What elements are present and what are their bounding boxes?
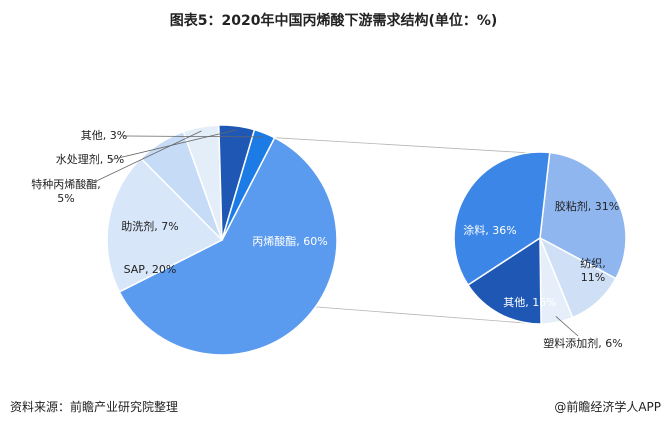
chart-title: 图表5：2020年中国丙烯酸下游需求结构(单位：%) (169, 13, 498, 29)
secondary-pie: 胶粘剂, 31% 纺织, 11% 塑料添加剂, 6% 其他, 16% 涂料, 36% (453, 151, 627, 350)
sub-pie-slice-4 (453, 151, 551, 286)
main-pie-label-0: 丙烯酸酯, 60% (252, 234, 327, 248)
main-pie-leader-line-4 (109, 129, 237, 161)
main-pie-leader-line-5 (121, 135, 264, 138)
connector-line-top (274, 137, 529, 154)
sub-pie-label-4: 涂料, 36% (463, 223, 516, 237)
sub-pie-label-3: 其他, 16% (503, 296, 556, 309)
main-pie-label-5: 其他, 3% (81, 129, 127, 142)
sub-pie-label-0: 胶粘剂, 31% (555, 199, 619, 213)
sub-pie-slice-3 (466, 236, 542, 325)
footer-credit: @前瞻经济学人APP (554, 400, 661, 414)
main-pie: 丙烯酸酯, 60% SAP, 20% 助洗剂, 7% 特种丙烯酸酯, 5% 水处理剂, 5… (31, 124, 338, 356)
main-pie-label-3: 特种丙烯酸酯, 5% (31, 177, 101, 205)
main-pie-slice-0 (118, 136, 338, 356)
main-pie-label-2: 助洗剂, 7% (121, 219, 178, 233)
sub-pie-leader-line-2 (555, 316, 579, 337)
sub-pie-label-1: 纺织, 11% (580, 256, 606, 284)
main-pie-slice-1 (106, 157, 224, 293)
sub-pie-slice-0 (539, 151, 627, 280)
sub-pie-label-2: 塑料添加剂, 6% (543, 336, 622, 350)
main-pie-label-1: SAP, 20% (124, 263, 177, 276)
main-pie-leader-line-3 (85, 130, 202, 187)
main-pie-slice-5 (221, 128, 276, 241)
footer-source: 资料来源：前瞻产业研究院整理 (10, 400, 179, 414)
main-pie-label-4: 水处理剂, 5% (56, 152, 124, 166)
